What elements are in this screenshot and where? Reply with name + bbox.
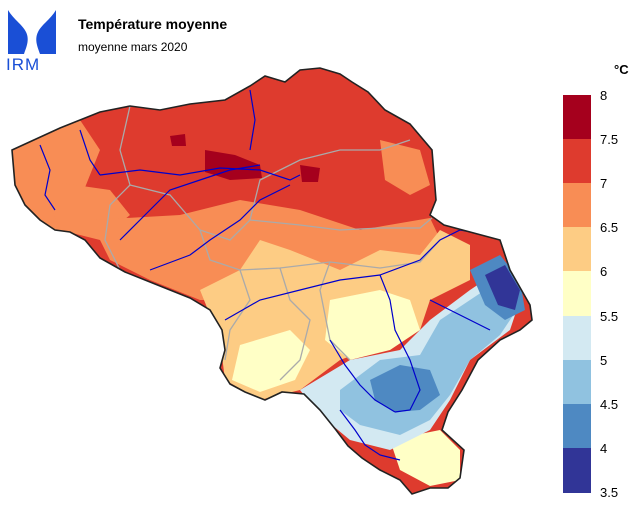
zone-5.5-6-southern-tip <box>390 430 460 486</box>
legend-tick-label: 7 <box>600 176 608 192</box>
legend-tick-label: 8 <box>600 88 608 103</box>
zone-7.5-8-east <box>300 165 320 182</box>
logo-left-wave <box>8 10 28 54</box>
zone-5.5-6-south <box>232 330 310 392</box>
legend-swatch <box>563 271 591 317</box>
zone-7.5-8-main <box>205 150 262 180</box>
logo-right-wave <box>36 10 56 54</box>
legend-swatch <box>563 227 591 273</box>
map-title: Température moyenne <box>78 16 228 32</box>
zone-6.5-7-east <box>380 140 430 195</box>
legend-tick-label: 4.5 <box>600 396 619 412</box>
legend-swatch <box>563 403 591 449</box>
legend-tick-label: 6 <box>600 264 608 280</box>
zone-4-4.5 <box>370 365 440 412</box>
legend-swatch <box>563 183 591 229</box>
legend-swatch <box>563 447 591 493</box>
rivers <box>39 89 491 461</box>
legend-tick-label: 5 <box>600 352 608 368</box>
irm-logo: IRM <box>4 6 60 74</box>
legend-tick-label: 7.5 <box>600 132 619 148</box>
belgium-outline <box>11 67 533 495</box>
legend-swatch <box>563 139 591 185</box>
legend-swatch <box>563 315 591 361</box>
legend-tick-label: 4 <box>600 440 608 456</box>
belgium-temperature-map <box>11 67 533 495</box>
legend-swatch <box>563 359 591 405</box>
logo-text: IRM <box>6 55 40 72</box>
zone-5.5-6 <box>325 290 420 360</box>
legend-tick-label: 5.5 <box>600 308 619 324</box>
map-subtitle: moyenne mars 2020 <box>78 40 188 54</box>
zone-7.5-8-north <box>170 134 186 146</box>
legend-tick-label: 6.5 <box>600 220 619 236</box>
legend-tick-label: 3.5 <box>600 485 619 500</box>
legend-unit: °C <box>614 62 629 77</box>
legend-swatch <box>563 95 591 140</box>
zone-3.5-4 <box>485 265 520 310</box>
color-legend <box>563 95 591 493</box>
